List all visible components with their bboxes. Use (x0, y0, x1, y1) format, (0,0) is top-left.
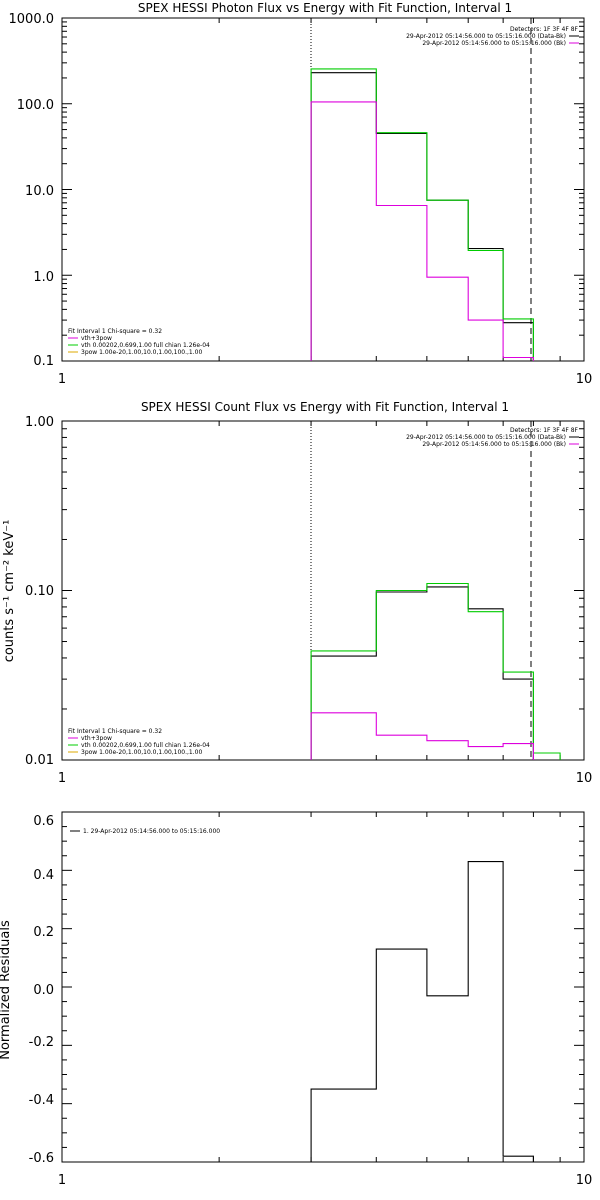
panel2-fit-info: Fit Interval 1 Chi-square = 0.32 (68, 728, 162, 735)
panel2-ticks (61, 420, 585, 761)
panel1-ytick-0p1: 0.1 (33, 354, 54, 369)
panel1-ytick-10: 10.0 (25, 184, 54, 199)
panel3-ytick-m0p6: -0.6 (29, 1151, 54, 1166)
panel3-ytick-m0p2: -0.2 (29, 1035, 54, 1050)
panel-residuals: 1 10 -0.6 -0.4 -0.2 0.0 0.2 0.4 0.6 Norm… (0, 811, 593, 1188)
panel3-legend-interval: 1. 29-Apr-2012 05:14:56.000 to 05:15:16.… (83, 828, 220, 835)
panel-photon-flux: SPEX HESSI Photon Flux vs Energy with Fi… (9, 1, 593, 387)
panel1-ytick-1000: 1000.0 (9, 12, 55, 27)
panel1-legend-total: vth+3pow (81, 335, 112, 342)
panel2-legend-3pow: 3pow 1.00e-20,1.00,10.0,1.00,100.,1.00 (81, 749, 202, 756)
panel3-xtick-10: 10 (576, 1173, 593, 1188)
panel2-legend-bk: 29-Apr-2012 05:14:56.000 to 05:15:16.000… (422, 441, 566, 448)
panel1-series-magenta (310, 101, 534, 361)
panel1-ytick-1: 1.0 (33, 270, 54, 285)
panel2-xtick-1: 1 (58, 771, 66, 786)
panel1-legend-detectors: Detectors: 1F 3F 4F 8F (510, 26, 579, 33)
panel1-series-green (310, 68, 534, 361)
panel1-xtick-1: 1 (58, 372, 66, 387)
panel3-ytick-m0p4: -0.4 (29, 1093, 54, 1108)
panel1-legend-3pow: 3pow 1.00e-20,1.00,10.0,1.00,100.,1.00 (81, 349, 202, 356)
panel1-series (310, 68, 534, 361)
panel2-legend-data-bk: 29-Apr-2012 05:14:56.000 to 05:15:16.000… (406, 434, 566, 441)
panel3-ytick-0p2: 0.2 (33, 925, 54, 940)
panel2-legend-detectors: Detectors: 1F 3F 4F 8F (510, 427, 579, 434)
panel2-series-black (310, 586, 534, 760)
panel1-legend-vth: vth 0.00202,0.699,1.00 full chian 1.26e-… (81, 342, 210, 349)
panel1-legend-data-bk: 29-Apr-2012 05:14:56.000 to 05:15:16.000… (406, 33, 566, 40)
panel1-title: SPEX HESSI Photon Flux vs Energy with Fi… (138, 1, 512, 15)
panel2-series-magenta (310, 712, 534, 760)
panel2-xtick-10: 10 (576, 771, 593, 786)
panel3-ticks (61, 811, 585, 1163)
panel2-title: SPEX HESSI Count Flux vs Energy with Fit… (141, 400, 509, 414)
panel1-xtick-10: 10 (576, 372, 593, 387)
panel3-series-residuals (310, 861, 534, 1162)
panel2-ytick-0p01: 0.01 (25, 753, 54, 768)
panel2-legend-total: vth+3pow (81, 735, 112, 742)
panel2-series (310, 582, 561, 760)
panel3-ytick-0p0: 0.0 (33, 983, 54, 998)
panel1-ytick-100: 100.0 (17, 98, 54, 113)
panel1-ticks (61, 17, 585, 362)
panel2-ytick-0p10: 0.10 (25, 584, 54, 599)
panel3-ylabel: Normalized Residuals (0, 920, 13, 1060)
panel2-legend-vth: vth 0.00202,0.699,1.00 full chian 1.26e-… (81, 742, 210, 749)
panel-count-flux: SPEX HESSI Count Flux vs Energy with Fit… (2, 400, 592, 786)
panel3-series (310, 861, 534, 1162)
panel3-ytick-0p4: 0.4 (33, 868, 54, 883)
panel2-series-green (310, 582, 561, 760)
panel3-ytick-0p6: 0.6 (33, 814, 54, 829)
panel2-ylabel: counts s⁻¹ cm⁻² keV⁻¹ (2, 520, 17, 663)
panel3-xtick-1: 1 (58, 1173, 66, 1188)
panel2-ytick-1p00: 1.00 (25, 415, 54, 430)
panel1-fit-info: Fit Interval 1 Chi-square = 0.32 (68, 328, 162, 335)
panel1-legend-bk: 29-Apr-2012 05:14:56.000 to 05:15:16.000… (422, 40, 566, 47)
